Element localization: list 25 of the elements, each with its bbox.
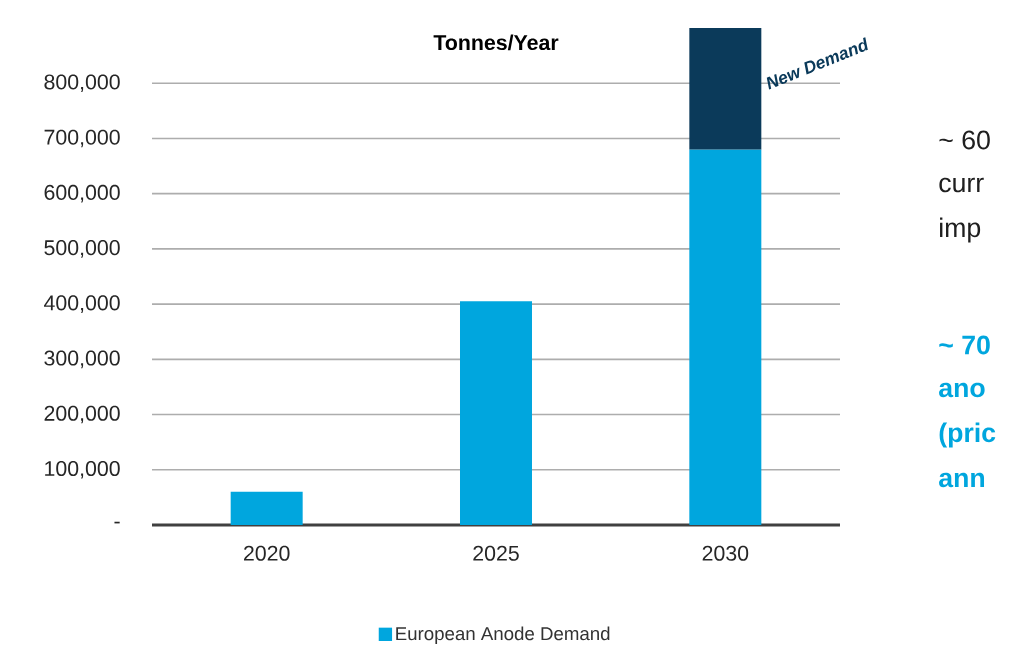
y-tick-label: 700,000 [44, 129, 120, 148]
text: imp [940, 217, 981, 243]
y-tick-label: 500,000 [44, 240, 120, 258]
text: ano [939, 382, 985, 398]
legend-label: European Anode Demand [396, 626, 610, 644]
x-tick-label: 2030 [702, 545, 749, 561]
text: (pric [939, 422, 996, 448]
bar [689, 28, 762, 150]
y-tick-label: 600,000 [44, 184, 120, 203]
text: curr [939, 177, 984, 193]
x-tick-label: 2020 [244, 545, 290, 561]
bar [460, 301, 532, 525]
text: ~ 60 [939, 130, 990, 150]
text: ~ 70 [939, 335, 990, 355]
x-tick-label: 2025 [473, 545, 519, 561]
y-tick-label: - [114, 521, 120, 524]
y-tick-label: 100,000 [45, 460, 120, 479]
chart-title: Tonnes/Year [433, 34, 559, 51]
bar [689, 149, 762, 525]
y-tick-label: 300,000 [44, 350, 120, 369]
text: ann [939, 472, 985, 488]
y-tick-label: 200,000 [44, 405, 120, 424]
y-tick-label: 800,000 [44, 74, 120, 93]
bar [230, 491, 303, 525]
y-tick-label: 400,000 [44, 295, 120, 313]
